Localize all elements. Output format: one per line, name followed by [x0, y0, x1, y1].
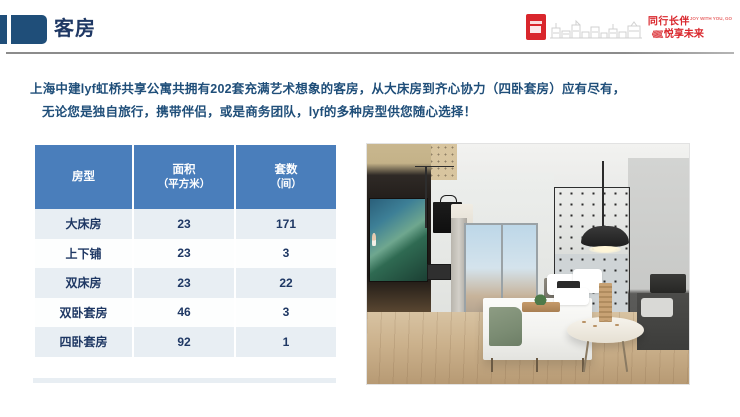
wall-panel	[426, 264, 452, 281]
table-row: 大床房 23 171	[35, 209, 336, 239]
bench-storage-box	[650, 273, 686, 293]
column-header-area-label: 面积	[172, 164, 196, 176]
title-accent-bar-small	[0, 15, 7, 44]
skyline-graphic-icon	[549, 15, 642, 39]
cell-area: 23	[134, 238, 234, 268]
room-type-table: 房型 面积 （平方米） 套数 （间） 大床房 23 171 上下铺 23 3 双…	[33, 145, 338, 357]
cell-room-type: 四卧套房	[35, 327, 132, 357]
table-row: 双卧套房 46 3	[35, 297, 336, 327]
cell-area: 46	[134, 297, 234, 327]
bed-throw-blanket	[489, 307, 522, 346]
cell-count: 22	[236, 268, 336, 298]
cell-room-type: 上下铺	[35, 238, 132, 268]
table-row: 四卧套房 92 1	[35, 327, 336, 357]
table-row: 双床房 23 22	[35, 268, 336, 298]
breakfast-tray	[521, 302, 561, 312]
room-photo	[366, 143, 690, 385]
pillow	[553, 288, 590, 305]
table-blocks	[580, 319, 625, 329]
cell-count: 1	[236, 327, 336, 357]
table-row: 上下铺 23 3	[35, 238, 336, 268]
cell-count: 3	[236, 297, 336, 327]
potted-plant	[534, 292, 548, 305]
brand-tagline-1-main: 同行长伴	[647, 16, 690, 28]
lead-line-2: 无论您是独自旅行，携带伴侣，或是商务团队，lyf的多种房型供您随心选择！	[42, 105, 477, 119]
column-header-room-type-label: 房型	[72, 171, 95, 183]
column-header-count-label: 套数	[274, 164, 298, 176]
cell-room-type: 双床房	[35, 268, 132, 298]
column-header-area-unit: （平方米）	[157, 178, 211, 190]
television	[370, 199, 427, 281]
cell-count: 171	[236, 209, 336, 239]
brand-logo: 同行长伴JOY WITH YOU, GO 《《《《 悦享未来	[525, 8, 732, 46]
brand-text: 同行长伴JOY WITH YOU, GO 《《《《 悦享未来	[648, 13, 732, 41]
pendant-lamp-shade	[581, 225, 630, 248]
pendant-lamp-glow	[589, 246, 622, 254]
window-mullion	[501, 225, 503, 334]
brand-tagline-2: 《《《《 悦享未来	[648, 29, 732, 41]
brand-tagline-2-main: 悦享未来	[663, 29, 704, 41]
page-header: 客房	[0, 0, 740, 56]
lead-paragraph: 上海中建lyf虹桥共享公寓共拥有202套充满艺术想象的客房，从大床房到齐心协力（…	[30, 78, 712, 124]
brand-mark-icon	[525, 14, 546, 40]
room-photo-scene	[367, 144, 689, 384]
cell-area: 23	[134, 268, 234, 298]
page-title: 客房	[54, 18, 96, 40]
cell-room-type: 双卧套房	[35, 297, 132, 327]
column-header-count-unit: （间）	[270, 178, 302, 190]
cell-area: 23	[134, 209, 234, 239]
tv-screen-content	[371, 233, 377, 246]
hanging-rail-post	[424, 165, 427, 228]
brand-tagline-1-sup: JOY WITH YOU, GO	[689, 15, 732, 21]
brand-tagline-1: 同行长伴JOY WITH YOU, GO	[648, 13, 732, 28]
coffee-table-legs	[580, 340, 632, 372]
chevrons-icon: 《《《《	[647, 30, 664, 40]
lead-line-1: 上海中建lyf虹桥共享公寓共拥有202套充满艺术想象的客房，从大床房到齐心协力（…	[30, 82, 626, 96]
cell-area: 92	[134, 327, 234, 357]
cell-room-type: 大床房	[35, 209, 132, 239]
table-header-row: 房型 面积 （平方米） 套数 （间）	[35, 145, 336, 209]
cell-count: 3	[236, 238, 336, 268]
bed-legs	[489, 357, 586, 372]
table-bottom-strip	[33, 378, 336, 383]
bench-cushion	[640, 297, 673, 317]
pendant-lamp-cord	[602, 160, 604, 228]
column-header-room-type: 房型	[35, 145, 132, 209]
hanging-rail-bar	[415, 165, 454, 168]
curtain	[450, 218, 467, 334]
column-header-count: 套数 （间）	[236, 145, 336, 209]
title-accent-bar-main	[11, 15, 47, 44]
stacking-block-game	[598, 283, 612, 322]
header-divider	[6, 52, 734, 54]
column-header-area: 面积 （平方米）	[134, 145, 234, 209]
